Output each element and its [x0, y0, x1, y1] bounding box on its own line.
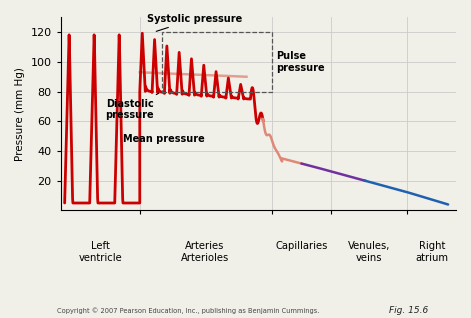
- Bar: [162, 32, 272, 92]
- Text: Fig. 15.6: Fig. 15.6: [390, 306, 429, 315]
- Text: Copyright © 2007 Pearson Education, Inc., publishing as Benjamin Cummings.: Copyright © 2007 Pearson Education, Inc.…: [57, 308, 320, 314]
- Text: Capillaries: Capillaries: [276, 241, 328, 251]
- Text: Systolic pressure: Systolic pressure: [147, 14, 243, 31]
- Text: Diastolic
pressure: Diastolic pressure: [106, 93, 159, 120]
- Text: Right
atrium: Right atrium: [416, 241, 449, 263]
- Text: Venules,
veins: Venules, veins: [348, 241, 390, 263]
- Text: Mean pressure: Mean pressure: [122, 134, 204, 144]
- Y-axis label: Pressure (mm Hg): Pressure (mm Hg): [15, 67, 25, 161]
- Text: Arteries
Arterioles: Arteries Arterioles: [181, 241, 229, 263]
- Text: Left
ventricle: Left ventricle: [78, 241, 122, 263]
- Text: Pulse
pressure: Pulse pressure: [276, 51, 325, 73]
